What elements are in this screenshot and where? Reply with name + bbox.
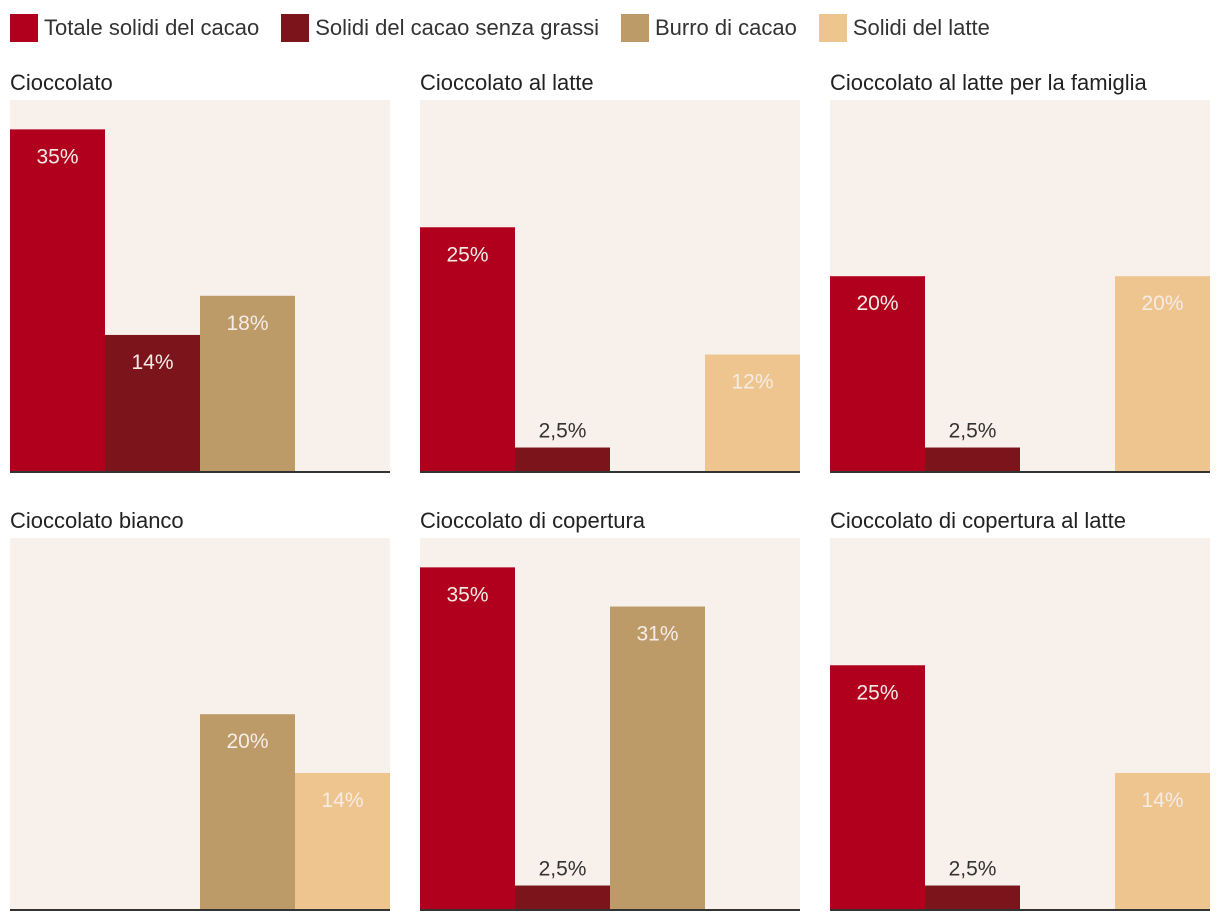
panel-title: Cioccolato al latte per la famiglia [830,70,1147,95]
bar-label: 35% [36,145,78,168]
chart-panel: Cioccolato di copertura al latte 25% 2,5% 1… [830,508,1210,911]
legend-item-totale-solidi: Totale solidi del cacao [10,14,259,42]
bar-label: 18% [226,312,268,335]
bar [925,885,1020,910]
chart-panel: Cioccolato 35% 14% 18% [10,70,390,473]
legend-label: Solidi del latte [852,15,990,40]
legend-swatch [818,14,847,42]
bar [10,129,105,473]
bar-label: 2,5% [539,420,587,443]
legend-label: Totale solidi del cacao [44,15,260,40]
bar [515,885,610,910]
bar-label: 2,5% [949,858,997,881]
chart-panel: Cioccolato bianco 20% 14% [10,508,390,911]
bar [925,447,1020,472]
bar [295,772,390,910]
bar [705,354,800,472]
chart-panel: Cioccolato al latte 25% 2,5% 12% [420,70,800,473]
legend-item-burro-di-cacao: Burro di cacao [620,14,797,42]
bar [830,665,925,910]
bar-label: 14% [1141,789,1183,812]
bar [515,447,610,472]
bar-label: 35% [446,583,488,606]
bar [105,334,200,472]
bar-label: 25% [446,243,488,266]
bar [830,276,925,472]
bar-label: 20% [1141,292,1183,315]
bar [610,606,705,910]
panel-title: Cioccolato di copertura al latte [830,508,1126,533]
panel-title: Cioccolato bianco [10,508,184,533]
chart-panel: Cioccolato di copertura 35% 2,5% 31% [420,508,800,911]
legend: Totale solidi del cacao Solidi del cacao… [10,12,1012,44]
panel-title: Cioccolato [10,70,113,95]
bar [420,227,515,472]
legend-swatch [620,14,649,42]
bar-label: 14% [321,789,363,812]
bar-label: 14% [131,351,173,374]
legend-label: Burro di cacao [654,15,797,40]
bar [200,714,295,910]
legend-swatch [281,14,310,42]
legend-swatch [10,14,38,42]
bar-label: 20% [856,292,898,315]
legend-item-solidi-del-latte: Solidi del latte [818,14,990,42]
bar [1115,276,1210,472]
bar-label: 2,5% [539,858,587,881]
legend-item-solidi-senza-grassi: Solidi del cacao senza grassi [281,14,599,42]
chart-panel: Cioccolato al latte per la famiglia 20% 2,… [830,70,1210,473]
bar-label: 31% [636,623,678,646]
bar-label: 25% [856,681,898,704]
bar-label: 20% [226,730,268,753]
panel-title: Cioccolato di copertura [420,508,646,533]
bar [200,295,295,472]
bar [1115,772,1210,910]
panel-title: Cioccolato al latte [420,70,594,95]
legend-label: Solidi del cacao senza grassi [315,15,599,40]
bar-label: 2,5% [949,420,997,443]
bar [420,567,515,910]
bar-label: 12% [731,371,773,394]
